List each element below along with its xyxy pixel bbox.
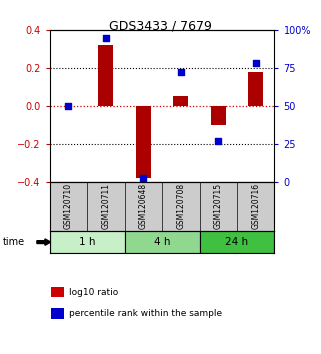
Bar: [51, 308, 64, 319]
Bar: [173, 96, 188, 106]
Text: time: time: [3, 237, 25, 247]
Bar: [248, 72, 263, 106]
Point: [66, 103, 71, 109]
Text: GSM120710: GSM120710: [64, 183, 73, 229]
Bar: [211, 106, 226, 125]
Text: 24 h: 24 h: [225, 237, 248, 247]
Text: GDS3433 / 7679: GDS3433 / 7679: [109, 19, 212, 33]
Bar: [200, 231, 274, 253]
Point: [178, 70, 183, 75]
Text: percentile rank within the sample: percentile rank within the sample: [69, 309, 222, 318]
Text: log10 ratio: log10 ratio: [69, 287, 118, 297]
Text: GSM120708: GSM120708: [176, 183, 185, 229]
Point: [103, 35, 108, 40]
Bar: [136, 106, 151, 178]
Text: 1 h: 1 h: [79, 237, 95, 247]
Bar: [99, 45, 113, 106]
Point: [253, 61, 258, 66]
Point: [216, 138, 221, 143]
Text: GSM120716: GSM120716: [251, 183, 260, 229]
Bar: [51, 287, 64, 297]
Bar: [50, 231, 125, 253]
Text: 4 h: 4 h: [154, 237, 170, 247]
Text: GSM120715: GSM120715: [214, 183, 223, 229]
Text: GSM120711: GSM120711: [101, 183, 110, 229]
Point: [141, 176, 146, 181]
Bar: [125, 231, 200, 253]
Text: GSM120648: GSM120648: [139, 183, 148, 229]
